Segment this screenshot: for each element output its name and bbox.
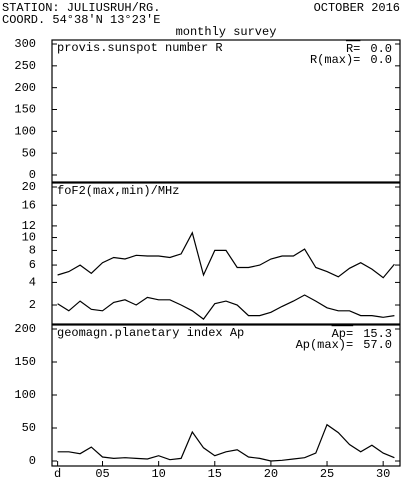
- y-tick-label: 250: [14, 59, 36, 73]
- max-label: Ap(max)=: [296, 338, 354, 352]
- x-tick-label: 15: [208, 467, 222, 480]
- panel-frame: [51, 39, 401, 183]
- mean-label: R=: [346, 42, 360, 56]
- max-value: 0.0: [370, 53, 392, 67]
- y-tick-label: 50: [22, 146, 36, 160]
- data-line: [57, 231, 395, 279]
- station: STATION: JULIUSRUH/RG.: [2, 1, 160, 15]
- x-tick-label: 30: [376, 467, 390, 480]
- mean-stat: Ap= 15.3: [332, 327, 392, 341]
- max-stat: R(max)= 0.0: [310, 53, 392, 67]
- panel-title: geomagn.planetary index Ap: [57, 326, 244, 340]
- x-tick-label: d: [54, 467, 61, 480]
- x-tick-label: 20: [264, 467, 278, 480]
- y-tick-label: 150: [14, 103, 36, 117]
- y-tick-label: 12: [22, 219, 36, 233]
- x-tick-label: 10: [151, 467, 165, 480]
- y-tick-label: 50: [22, 421, 36, 435]
- panel-frame: [51, 182, 401, 325]
- y-tick-label: 6: [29, 258, 36, 272]
- y-tick-label: 200: [14, 322, 36, 336]
- y-tick-label: 4: [29, 276, 36, 290]
- y-tick-label: 150: [14, 355, 36, 369]
- y-tick-label: 100: [14, 125, 36, 139]
- mean-stat: R= 0.0: [346, 42, 392, 56]
- panel-title: provis.sunspot number R: [57, 41, 223, 55]
- mean-label: Ap=: [332, 327, 354, 341]
- mean-value: 15.3: [363, 327, 392, 341]
- y-tick-label: 100: [14, 388, 36, 402]
- max-label: R(max)=: [310, 53, 360, 67]
- max-stat: Ap(max)= 57.0: [296, 338, 392, 352]
- y-tick-label: 16: [22, 198, 36, 212]
- y-tick-label: 0: [29, 168, 36, 182]
- y-tick-label: 10: [22, 231, 36, 245]
- mean-value: 0.0: [370, 42, 392, 56]
- date: OCTOBER 2016: [314, 1, 400, 15]
- x-tick-label: 25: [320, 467, 334, 480]
- y-tick-label: 200: [14, 81, 36, 95]
- subtitle: monthly survey: [176, 25, 277, 39]
- max-value: 57.0: [363, 338, 392, 352]
- data-line: [57, 423, 395, 462]
- y-tick-label: 0: [29, 454, 36, 468]
- x-tick-label: 05: [95, 467, 109, 480]
- y-tick-label: 2: [29, 298, 36, 312]
- coord: COORD. 54°38'N 13°23'E: [2, 13, 160, 27]
- y-tick-label: 20: [22, 180, 36, 194]
- panel-title: foF2(max,min)/MHz: [57, 184, 179, 198]
- data-line: [57, 294, 395, 320]
- y-tick-label: 8: [29, 244, 36, 258]
- y-tick-label: 300: [14, 37, 36, 51]
